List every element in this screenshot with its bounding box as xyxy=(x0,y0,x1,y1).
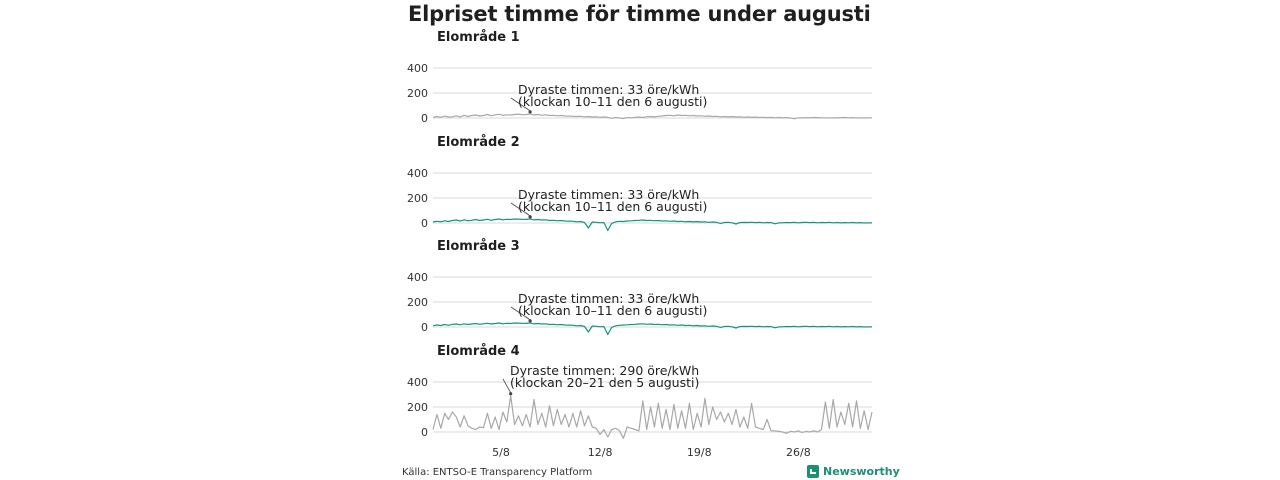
y-tick-label-2-400: 400 xyxy=(407,167,428,180)
y-tick-label-3-0: 0 xyxy=(421,321,428,334)
y-tick-label-2-200: 200 xyxy=(407,192,428,205)
annotation-marker-3 xyxy=(528,319,532,323)
panel-title-3: Elområde 3 xyxy=(437,239,520,254)
chart-title: Elpriset timme för timme under augusti xyxy=(408,2,871,26)
annotation-line1-1: Dyraste timmen: 33 öre/kWh xyxy=(518,82,699,97)
y-tick-label-2-0: 0 xyxy=(421,217,428,230)
annotation-leader-2 xyxy=(510,202,531,217)
y-tick-label-4-200: 200 xyxy=(407,401,428,414)
x-tick-label-3: 19/8 xyxy=(687,446,712,459)
brand[interactable]: Newsworthy xyxy=(807,465,900,478)
annotation-leader-1 xyxy=(510,97,531,112)
annotation-leader-3 xyxy=(510,306,531,321)
panel-title-2: Elområde 2 xyxy=(437,135,520,150)
annotation-line1-2: Dyraste timmen: 33 öre/kWh xyxy=(518,187,699,202)
y-tick-label-4-0: 0 xyxy=(421,426,428,439)
series-line-4 xyxy=(432,395,873,439)
brand-name: Newsworthy xyxy=(823,465,900,478)
source-note: Källa: ENTSO-E Transparency Platform xyxy=(402,467,593,478)
y-tick-label-1-0: 0 xyxy=(421,112,428,125)
panel-title-4: Elområde 4 xyxy=(437,344,520,359)
annotation-marker-1 xyxy=(528,110,532,114)
annotation-line1-4: Dyraste timmen: 290 öre/kWh xyxy=(510,363,699,378)
panel-title-1: Elområde 1 xyxy=(437,30,520,45)
annotation-line2-1: (klockan 10–11 den 6 augusti) xyxy=(518,94,707,109)
x-tick-label-4: 26/8 xyxy=(786,446,811,459)
annotation-line2-4: (klockan 20–21 den 5 augusti) xyxy=(510,375,699,390)
annotation-line2-3: (klockan 10–11 den 6 augusti) xyxy=(518,303,707,318)
annotation-leader-4 xyxy=(502,378,512,393)
annotation-marker-4 xyxy=(509,392,513,396)
y-tick-label-1-400: 400 xyxy=(407,62,428,75)
series-line-1 xyxy=(432,113,873,120)
y-tick-label-3-400: 400 xyxy=(407,271,428,284)
series-line-3 xyxy=(432,322,873,336)
y-tick-label-4-400: 400 xyxy=(407,376,428,389)
series-line-2 xyxy=(432,218,873,232)
annotation-marker-2 xyxy=(528,215,532,219)
y-tick-label-1-200: 200 xyxy=(407,87,428,100)
annotation-line1-3: Dyraste timmen: 33 öre/kWh xyxy=(518,291,699,306)
y-tick-label-3-200: 200 xyxy=(407,296,428,309)
annotation-line2-2: (klockan 10–11 den 6 augusti) xyxy=(518,199,707,214)
x-tick-label-2: 12/8 xyxy=(588,446,613,459)
newsworthy-logo-icon xyxy=(807,465,819,478)
x-tick-label-1: 5/8 xyxy=(492,446,510,459)
